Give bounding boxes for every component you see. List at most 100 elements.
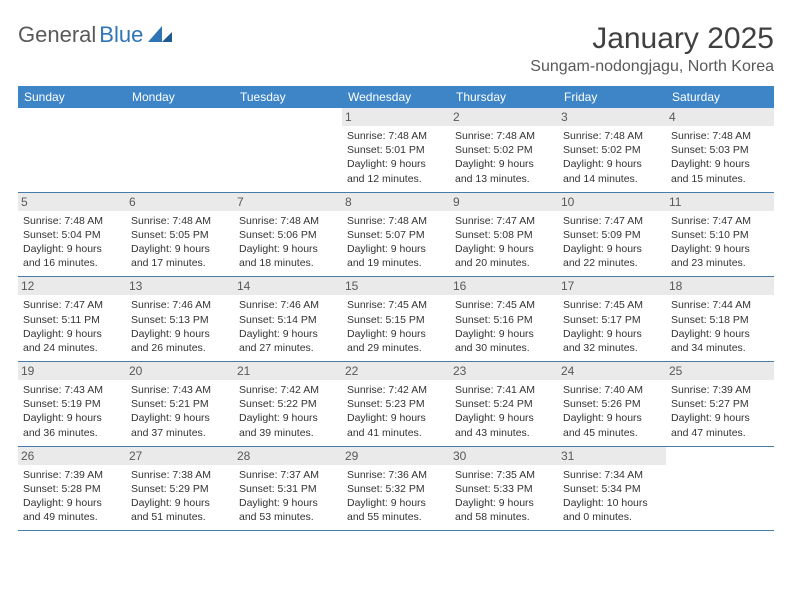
- daylight: Daylight: 9 hours and 37 minutes.: [131, 411, 229, 439]
- sunset: Sunset: 5:24 PM: [455, 397, 553, 411]
- sunrise: Sunrise: 7:47 AM: [455, 214, 553, 228]
- day-times: Sunrise: 7:45 AMSunset: 5:15 PMDaylight:…: [347, 298, 445, 355]
- day-cell: 2 Sunrise: 7:48 AMSunset: 5:02 PMDaylight…: [450, 108, 558, 192]
- sunrise: Sunrise: 7:48 AM: [131, 214, 229, 228]
- sunset: Sunset: 5:11 PM: [23, 313, 121, 327]
- sunset: Sunset: 5:31 PM: [239, 482, 337, 496]
- sunset: Sunset: 5:03 PM: [671, 143, 769, 157]
- day-times: Sunrise: 7:40 AMSunset: 5:26 PMDaylight:…: [563, 383, 661, 440]
- sunset: Sunset: 5:18 PM: [671, 313, 769, 327]
- day-number: 22: [342, 362, 450, 380]
- week-row: 5 Sunrise: 7:48 AMSunset: 5:04 PMDaylight…: [18, 193, 774, 278]
- daylight: Daylight: 9 hours and 17 minutes.: [131, 242, 229, 270]
- day-cell: 15Sunrise: 7:45 AMSunset: 5:15 PMDayligh…: [342, 277, 450, 361]
- daylight: Daylight: 9 hours and 18 minutes.: [239, 242, 337, 270]
- day-times: Sunrise: 7:45 AMSunset: 5:16 PMDaylight:…: [455, 298, 553, 355]
- day-number: 1: [342, 108, 450, 126]
- day-number: 7: [234, 193, 342, 211]
- header: GeneralBlue January 2025 Sungam-nodongja…: [18, 22, 774, 76]
- day-cell: 19Sunrise: 7:43 AMSunset: 5:19 PMDayligh…: [18, 362, 126, 446]
- day-cell: 8Sunrise: 7:48 AMSunset: 5:07 PMDaylight…: [342, 193, 450, 277]
- day-header: Thursday: [450, 86, 558, 108]
- week-row: 12Sunrise: 7:47 AMSunset: 5:11 PMDayligh…: [18, 277, 774, 362]
- day-number: 8: [342, 193, 450, 211]
- day-cell: 6Sunrise: 7:48 AMSunset: 5:05 PMDaylight…: [126, 193, 234, 277]
- day-times: Sunrise: 7:47 AMSunset: 5:08 PMDaylight:…: [455, 214, 553, 271]
- daylight: Daylight: 9 hours and 27 minutes.: [239, 327, 337, 355]
- sunset: Sunset: 5:08 PM: [455, 228, 553, 242]
- day-cell: 30Sunrise: 7:35 AMSunset: 5:33 PMDayligh…: [450, 447, 558, 531]
- weeks-container: 1Sunrise: 7:48 AMSunset: 5:01 PMDaylight…: [18, 108, 774, 531]
- day-header: Friday: [558, 86, 666, 108]
- day-cell: 16Sunrise: 7:45 AMSunset: 5:16 PMDayligh…: [450, 277, 558, 361]
- daylight: Daylight: 9 hours and 12 minutes.: [347, 157, 445, 185]
- daylight: Daylight: 9 hours and 49 minutes.: [23, 496, 121, 524]
- day-times: Sunrise: 7:39 AMSunset: 5:28 PMDaylight:…: [23, 468, 121, 525]
- day-number: 27: [126, 447, 234, 465]
- sunrise: Sunrise: 7:45 AM: [455, 298, 553, 312]
- day-times: Sunrise: 7:48 AMSunset: 5:02 PMDaylight:…: [563, 129, 661, 186]
- sunrise: Sunrise: 7:34 AM: [563, 468, 661, 482]
- calendar: Sunday Monday Tuesday Wednesday Thursday…: [18, 86, 774, 531]
- day-number: 23: [450, 362, 558, 380]
- day-cell: 24 Sunrise: 7:40 AMSunset: 5:26 PMDayligh…: [558, 362, 666, 446]
- sunset: Sunset: 5:06 PM: [239, 228, 337, 242]
- day-number: 12: [18, 277, 126, 295]
- daylight: Daylight: 9 hours and 43 minutes.: [455, 411, 553, 439]
- day-number: 24: [558, 362, 666, 380]
- day-cell: 23 Sunrise: 7:41 AMSunset: 5:24 PMDayligh…: [450, 362, 558, 446]
- day-header-row: Sunday Monday Tuesday Wednesday Thursday…: [18, 86, 774, 108]
- sunrise: Sunrise: 7:45 AM: [347, 298, 445, 312]
- daylight: Daylight: 9 hours and 41 minutes.: [347, 411, 445, 439]
- daylight: Daylight: 9 hours and 26 minutes.: [131, 327, 229, 355]
- day-number: 28: [234, 447, 342, 465]
- day-cell: 7Sunrise: 7:48 AMSunset: 5:06 PMDaylight…: [234, 193, 342, 277]
- sunrise: Sunrise: 7:46 AM: [239, 298, 337, 312]
- sunset: Sunset: 5:02 PM: [455, 143, 553, 157]
- day-cell: 13Sunrise: 7:46 AMSunset: 5:13 PMDayligh…: [126, 277, 234, 361]
- sunrise: Sunrise: 7:35 AM: [455, 468, 553, 482]
- day-number: 11: [666, 193, 774, 211]
- day-number: 31: [558, 447, 666, 465]
- sunrise: Sunrise: 7:47 AM: [563, 214, 661, 228]
- day-header: Tuesday: [234, 86, 342, 108]
- daylight: Daylight: 9 hours and 32 minutes.: [563, 327, 661, 355]
- sunset: Sunset: 5:01 PM: [347, 143, 445, 157]
- day-times: Sunrise: 7:48 AMSunset: 5:04 PMDaylight:…: [23, 214, 121, 271]
- day-cell: 22Sunrise: 7:42 AMSunset: 5:23 PMDayligh…: [342, 362, 450, 446]
- sunrise: Sunrise: 7:39 AM: [671, 383, 769, 397]
- daylight: Daylight: 9 hours and 36 minutes.: [23, 411, 121, 439]
- daylight: Daylight: 9 hours and 15 minutes.: [671, 157, 769, 185]
- day-cell: [18, 108, 126, 192]
- day-number: 5: [18, 193, 126, 211]
- daylight: Daylight: 9 hours and 20 minutes.: [455, 242, 553, 270]
- day-number: 9: [450, 193, 558, 211]
- daylight: Daylight: 9 hours and 47 minutes.: [671, 411, 769, 439]
- sunrise: Sunrise: 7:41 AM: [455, 383, 553, 397]
- day-times: Sunrise: 7:44 AMSunset: 5:18 PMDaylight:…: [671, 298, 769, 355]
- day-times: Sunrise: 7:48 AMSunset: 5:03 PMDaylight:…: [671, 129, 769, 186]
- day-cell: [126, 108, 234, 192]
- sunrise: Sunrise: 7:39 AM: [23, 468, 121, 482]
- sunset: Sunset: 5:22 PM: [239, 397, 337, 411]
- sunrise: Sunrise: 7:48 AM: [347, 129, 445, 143]
- sunset: Sunset: 5:23 PM: [347, 397, 445, 411]
- day-number: 29: [342, 447, 450, 465]
- sunset: Sunset: 5:21 PM: [131, 397, 229, 411]
- day-header: Saturday: [666, 86, 774, 108]
- day-times: Sunrise: 7:45 AMSunset: 5:17 PMDaylight:…: [563, 298, 661, 355]
- day-times: Sunrise: 7:48 AMSunset: 5:05 PMDaylight:…: [131, 214, 229, 271]
- daylight: Daylight: 9 hours and 34 minutes.: [671, 327, 769, 355]
- sunset: Sunset: 5:09 PM: [563, 228, 661, 242]
- sunrise: Sunrise: 7:38 AM: [131, 468, 229, 482]
- daylight: Daylight: 9 hours and 22 minutes.: [563, 242, 661, 270]
- sunset: Sunset: 5:17 PM: [563, 313, 661, 327]
- day-cell: 10Sunrise: 7:47 AMSunset: 5:09 PMDayligh…: [558, 193, 666, 277]
- day-times: Sunrise: 7:48 AMSunset: 5:02 PMDaylight:…: [455, 129, 553, 186]
- day-times: Sunrise: 7:35 AMSunset: 5:33 PMDaylight:…: [455, 468, 553, 525]
- day-header: Wednesday: [342, 86, 450, 108]
- day-times: Sunrise: 7:43 AMSunset: 5:19 PMDaylight:…: [23, 383, 121, 440]
- day-cell: 25Sunrise: 7:39 AMSunset: 5:27 PMDayligh…: [666, 362, 774, 446]
- day-number: 2: [450, 108, 558, 126]
- sunrise: Sunrise: 7:48 AM: [347, 214, 445, 228]
